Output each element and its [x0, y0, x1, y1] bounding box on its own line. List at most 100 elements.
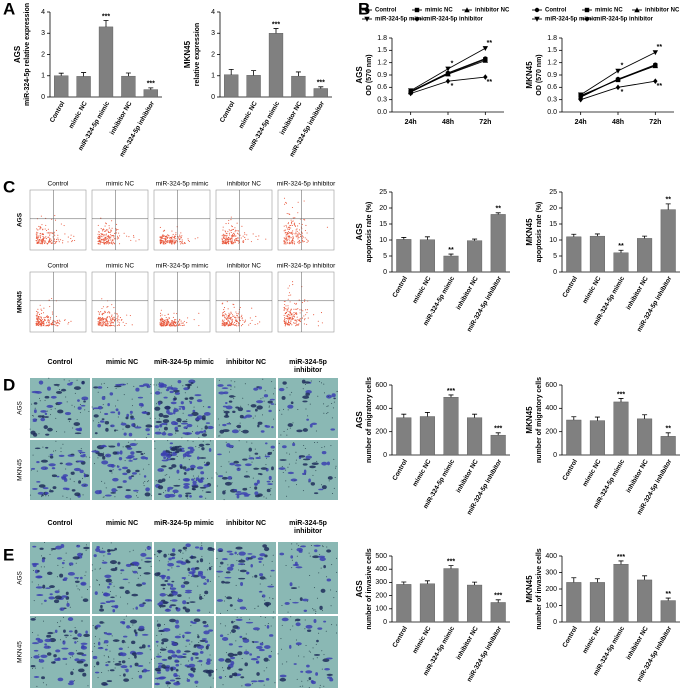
- cell: [296, 429, 303, 433]
- pore: [125, 641, 127, 643]
- flow-event: [222, 229, 224, 231]
- flow-event: [284, 229, 286, 231]
- pore: [73, 406, 75, 408]
- flow-event: [105, 230, 107, 232]
- pore: [143, 452, 145, 454]
- pore: [313, 609, 315, 611]
- flow-event: [37, 308, 39, 310]
- y-tick-label: 1.8: [377, 35, 387, 42]
- flow-event: [103, 235, 105, 237]
- cell: [66, 382, 73, 386]
- flow-event: [235, 311, 237, 313]
- pore: [156, 384, 158, 386]
- cell: [167, 486, 174, 490]
- cell: [155, 655, 162, 658]
- pore: [160, 424, 162, 426]
- pore: [35, 419, 37, 421]
- x-tick-label: inhibitor NC: [455, 275, 480, 311]
- legend-marker: [534, 7, 540, 13]
- flow-event: [175, 234, 177, 236]
- flow-event: [287, 233, 289, 235]
- flow-event: [112, 324, 114, 327]
- cell: [170, 401, 177, 405]
- flow-event: [114, 325, 116, 327]
- cell: [129, 619, 138, 624]
- flow-event: [290, 294, 292, 296]
- flow-event: [227, 325, 229, 327]
- flow-event: [37, 311, 39, 313]
- cell: [327, 476, 333, 480]
- cell: [120, 620, 126, 624]
- flow-event: [284, 240, 286, 242]
- cell: [167, 594, 172, 597]
- cell: [33, 402, 38, 405]
- flow-event: [284, 239, 286, 241]
- pore: [153, 384, 155, 386]
- cell: [185, 639, 190, 642]
- pore: [336, 632, 338, 634]
- pore: [220, 623, 222, 625]
- flow-event: [49, 234, 51, 236]
- cell: [32, 545, 37, 548]
- flow-event: [177, 320, 179, 322]
- cell: [175, 668, 179, 672]
- flow-event: [40, 324, 43, 326]
- cell: [56, 557, 63, 560]
- flow-event: [299, 318, 301, 320]
- flow-event: [226, 315, 228, 317]
- pore: [181, 437, 183, 439]
- pore: [123, 618, 125, 620]
- flow-event: [291, 223, 293, 225]
- cell: [182, 420, 188, 423]
- cell: [169, 553, 176, 557]
- flow-event: [44, 242, 46, 244]
- cell: [234, 463, 242, 467]
- flow-event: [222, 233, 224, 235]
- pore: [117, 416, 119, 418]
- pore: [273, 418, 275, 420]
- pore: [314, 609, 316, 611]
- flow-event: [46, 232, 48, 234]
- flow-event: [47, 228, 49, 230]
- x-tick-label: 48h: [442, 119, 454, 126]
- pore: [246, 653, 248, 655]
- pore: [182, 385, 184, 387]
- pore: [310, 380, 312, 382]
- cell: [63, 478, 68, 482]
- pore: [32, 667, 34, 669]
- pore: [323, 685, 325, 687]
- flow-event: [105, 243, 107, 245]
- pore: [91, 564, 93, 566]
- pore: [304, 473, 306, 475]
- flow-event: [102, 320, 104, 323]
- cell: [55, 545, 62, 550]
- flow-event: [175, 232, 177, 234]
- pore: [312, 647, 314, 649]
- flow-event: [223, 235, 225, 237]
- pore: [58, 589, 60, 591]
- cell: [93, 414, 99, 418]
- pore: [320, 484, 322, 486]
- panel-letter: E: [3, 545, 14, 564]
- cell: [313, 654, 321, 656]
- flow-event: [105, 222, 107, 224]
- cell: [207, 425, 214, 430]
- pore: [117, 399, 119, 401]
- pore: [178, 675, 180, 677]
- flow-event: [51, 242, 53, 244]
- cell: [310, 482, 316, 486]
- flow-event: [167, 322, 169, 324]
- pore: [331, 564, 333, 566]
- flow-event: [159, 241, 161, 243]
- flow-event: [299, 319, 301, 321]
- flow-event: [163, 321, 165, 323]
- cell: [192, 480, 197, 485]
- cell: [316, 639, 319, 643]
- cell: [80, 642, 88, 645]
- flow-event: [289, 318, 291, 320]
- pore: [277, 653, 279, 655]
- pore: [103, 642, 105, 644]
- pore: [225, 659, 227, 661]
- cell: [259, 553, 266, 557]
- cell: [224, 658, 232, 663]
